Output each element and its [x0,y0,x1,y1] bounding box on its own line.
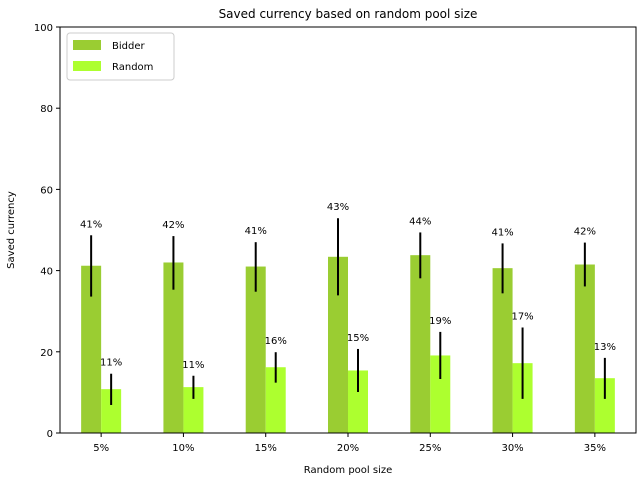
y-axis-label: Saved currency [6,191,17,269]
bar-random-3 [348,370,368,433]
data-label-random-2: 16% [265,336,287,347]
x-tick-label-1: 10% [172,443,194,454]
bar-random-2 [265,367,286,433]
data-label-bidder-1: 42% [162,220,184,231]
legend: Bidder Random [66,32,175,81]
legend-swatch-random [73,61,101,71]
y-tick-label-1: 20 [40,348,53,359]
data-label-bidder-0: 41% [80,219,102,230]
bar-bidder-5 [492,268,513,433]
bar-random-1 [183,387,204,433]
x-tick-label-4: 25% [419,443,441,454]
data-label-random-6: 13% [594,342,616,353]
x-axis-label: Random pool size [304,465,393,476]
y-tick-label-3: 60 [40,185,53,196]
data-label-random-3: 15% [347,333,369,344]
data-label-random-5: 17% [511,311,533,322]
x-tick-label-0: 5% [93,443,109,454]
y-axis: 0 20 40 60 80 100 [34,23,60,440]
data-label-bidder-6: 42% [574,227,596,238]
bar-bidder-0 [81,265,102,433]
x-tick-label-5: 30% [501,443,523,454]
data-label-bidder-5: 41% [491,227,513,238]
legend-label-random: Random [112,62,153,73]
legend-label-bidder: Bidder [112,41,145,52]
x-tick-label-3: 20% [337,443,359,454]
legend-swatch-bidder [73,40,101,50]
data-label-bidder-4: 44% [409,216,431,227]
y-tick-label-2: 40 [40,267,53,278]
bar-random-4 [430,355,451,433]
bar-random-6 [594,378,615,433]
y-tick-label-0: 0 [47,429,53,440]
bar-bidder-6 [574,264,595,433]
plot-area: 41% 42% 41% 43% 44% 41% 42% 11% 11% 16% 15% 19% 17% 1… [59,26,637,434]
bar-bidder-4 [410,255,431,433]
bar-random-0 [101,389,122,433]
chart-title: Saved currency based on random pool size [219,7,478,21]
x-tick-label-6: 35% [584,443,606,454]
y-tick-label-4: 80 [40,104,53,115]
data-label-random-1: 11% [182,360,204,371]
x-tick-label-2: 15% [255,443,277,454]
x-axis: 5% 10% 15% 20% 25% 30% 35% [93,433,606,454]
data-label-bidder-3: 43% [327,202,349,213]
bar-bidder-1 [163,262,184,433]
data-label-random-4: 19% [429,316,451,327]
data-label-bidder-2: 41% [245,226,267,237]
bar-bidder-3 [328,256,348,433]
y-tick-label-5: 100 [34,23,53,34]
data-label-random-0: 11% [100,358,122,369]
bar-bidder-2 [245,266,266,433]
